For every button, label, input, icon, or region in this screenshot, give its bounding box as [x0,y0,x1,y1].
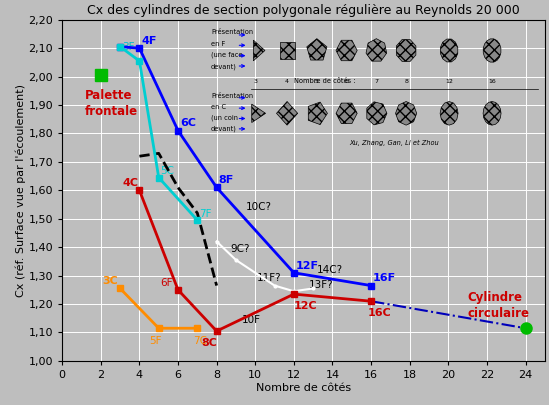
Text: 10C?: 10C? [245,202,272,212]
Y-axis label: Cx (réf. Surface vue par l'écoulement): Cx (réf. Surface vue par l'écoulement) [15,84,26,297]
Text: 13F?: 13F? [309,280,334,290]
Text: Palette
frontale: Palette frontale [85,90,138,118]
Text: 14C?: 14C? [317,265,343,275]
Text: 12C: 12C [294,301,317,311]
Text: Cylindre
circulaire: Cylindre circulaire [468,291,530,320]
Text: 5C: 5C [161,166,175,176]
Text: 11F?: 11F? [257,273,282,283]
Text: 6C: 6C [180,118,196,128]
Text: 8C: 8C [201,338,217,347]
Title: Cx des cylindres de section polygonale régulière au Reynolds 20 000: Cx des cylindres de section polygonale r… [87,4,520,17]
Text: 9C?: 9C? [230,244,250,254]
Text: 3F: 3F [122,42,135,52]
Text: 7F: 7F [199,209,212,219]
Text: 10F: 10F [242,315,261,324]
Text: 6F: 6F [161,277,173,288]
Text: 5F: 5F [149,336,161,346]
Text: 16F: 16F [373,273,396,283]
Text: 16C: 16C [367,308,391,318]
Text: 4C: 4C [122,178,138,188]
Text: 8F: 8F [219,175,234,185]
Text: 4F: 4F [141,36,156,46]
Text: 12F: 12F [296,260,319,271]
X-axis label: Nombre de côtés: Nombre de côtés [256,383,351,393]
Text: 7C: 7C [193,336,208,346]
Text: 3C: 3C [103,276,119,286]
